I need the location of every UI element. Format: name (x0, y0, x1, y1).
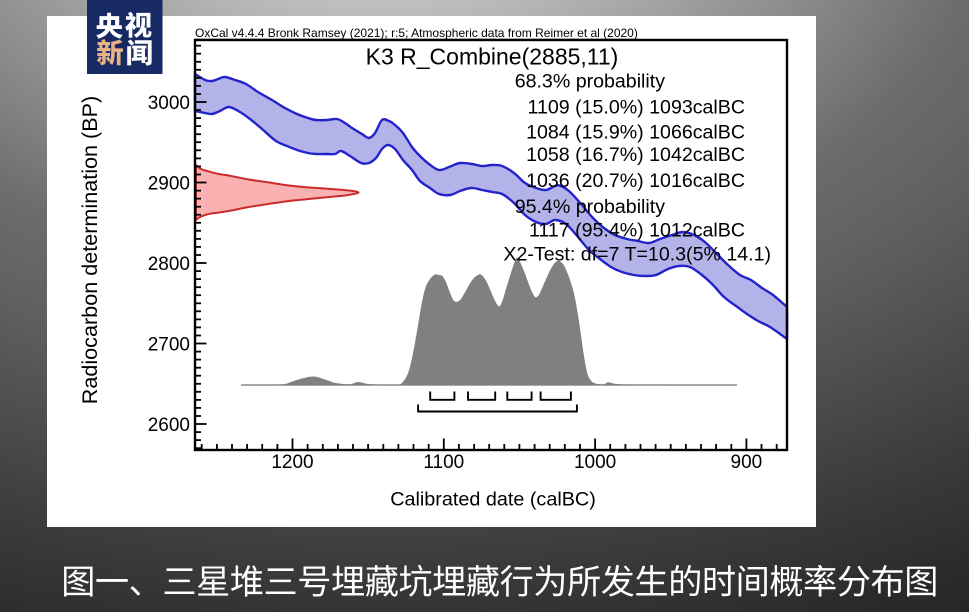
svg-text:2900: 2900 (148, 173, 190, 194)
svg-text:2800: 2800 (148, 254, 190, 275)
svg-text:1100: 1100 (423, 452, 464, 473)
svg-text:2600: 2600 (148, 415, 190, 436)
svg-text:Radiocarbon determination (BP): Radiocarbon determination (BP) (77, 96, 102, 404)
svg-text:1058 (16.7%) 1042calBC: 1058 (16.7%) 1042calBC (526, 144, 745, 166)
svg-text:1000: 1000 (574, 452, 616, 473)
svg-text:2700: 2700 (148, 334, 190, 355)
svg-text:K3 R_Combine(2885,11): K3 R_Combine(2885,11) (366, 44, 619, 70)
svg-text:95.4% probability: 95.4% probability (515, 196, 666, 218)
svg-text:1084 (15.9%) 1066calBC: 1084 (15.9%) 1066calBC (526, 121, 745, 143)
svg-text:1200: 1200 (271, 452, 313, 473)
svg-text:1109 (15.0%) 1093calBC: 1109 (15.0%) 1093calBC (528, 97, 745, 119)
svg-text:1117 (95.4%) 1012calBC: 1117 (95.4%) 1012calBC (529, 220, 745, 242)
svg-text:68.3% probability: 68.3% probability (515, 71, 666, 93)
svg-text:Calibrated date (calBC): Calibrated date (calBC) (390, 489, 596, 511)
svg-text:900: 900 (731, 452, 763, 473)
svg-text:1036 (20.7%) 1016calBC: 1036 (20.7%) 1016calBC (526, 170, 745, 192)
svg-text:OxCal v4.4.4 Bronk Ramsey (202: OxCal v4.4.4 Bronk Ramsey (2021); r:5; A… (195, 26, 638, 40)
svg-text:3000: 3000 (148, 93, 190, 114)
svg-text:X2-Test: df=7 T=10.3(5% 14.1): X2-Test: df=7 T=10.3(5% 14.1) (503, 243, 771, 265)
